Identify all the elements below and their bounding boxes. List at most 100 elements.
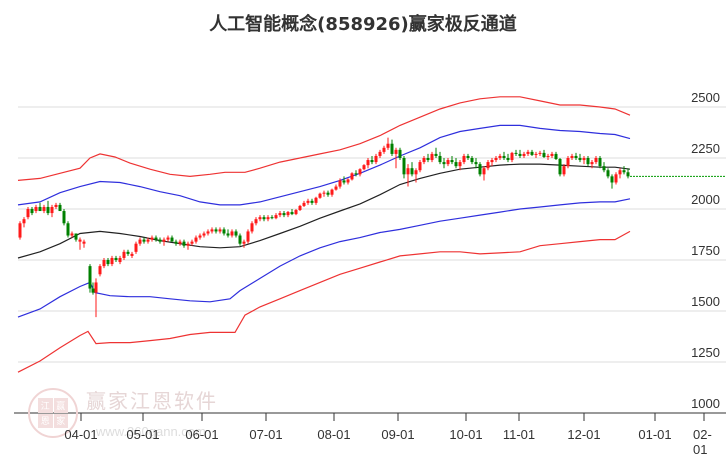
candle (186, 243, 190, 246)
candle (418, 162, 422, 171)
candle (88, 266, 92, 289)
candle (346, 179, 350, 183)
logo-char: 家 (53, 413, 68, 428)
candle (534, 153, 538, 155)
candle (50, 206, 54, 214)
candle (394, 149, 398, 154)
candle (26, 209, 30, 218)
candle (514, 152, 518, 154)
candle (230, 231, 234, 236)
candle (246, 231, 250, 242)
x-tick-label: 10-01 (449, 427, 483, 442)
x-tick-label: 12-01 (567, 427, 601, 442)
candle (58, 204, 62, 212)
candle (610, 176, 614, 183)
logo-char: 赢 (53, 398, 68, 413)
candle (614, 174, 618, 183)
candle (150, 237, 154, 240)
candle (526, 151, 530, 154)
candle (130, 253, 134, 256)
x-tick-label: 02-01 (693, 427, 712, 457)
logo-char: 江 (38, 398, 53, 413)
candle (486, 162, 490, 169)
candle (466, 155, 470, 158)
candle (118, 257, 122, 263)
candle (70, 233, 74, 236)
candle (370, 160, 374, 163)
candle (558, 159, 562, 175)
candle (242, 241, 246, 244)
candle (162, 239, 166, 242)
y-tick-label: 2000 (691, 192, 720, 207)
candle (298, 205, 302, 211)
candle (114, 257, 118, 260)
candle (194, 237, 198, 242)
inner-lower-line (17, 198, 631, 318)
candle (546, 155, 550, 157)
candle (510, 152, 514, 161)
candle (274, 215, 278, 219)
candle (362, 165, 366, 170)
candle (470, 158, 474, 163)
candle (506, 158, 510, 161)
candle (62, 211, 66, 224)
candle (378, 151, 382, 156)
candle (46, 206, 50, 214)
candle (590, 162, 594, 165)
candle (182, 241, 186, 246)
candle (38, 206, 42, 212)
candle (334, 186, 338, 190)
logo-char: 恩 (38, 413, 53, 428)
candle (338, 180, 342, 187)
candle (342, 180, 346, 183)
candle (354, 173, 358, 175)
candle (98, 266, 102, 275)
candle (214, 229, 218, 232)
candle (626, 172, 630, 177)
candle (578, 158, 582, 161)
y-tick-label: 1750 (691, 243, 720, 258)
candle (122, 251, 126, 258)
candle (314, 197, 318, 203)
candle (538, 152, 542, 154)
candle (474, 162, 478, 165)
outer-upper-line (17, 96, 631, 181)
candle (66, 223, 70, 236)
candle (198, 235, 202, 238)
candle (326, 192, 330, 195)
candle (158, 239, 162, 242)
candle (222, 229, 226, 234)
candle (330, 189, 334, 195)
x-tick-label: 07-01 (249, 427, 283, 442)
middle-line (17, 163, 631, 259)
candle (146, 239, 150, 242)
candle (106, 260, 110, 265)
candle (438, 155, 442, 163)
candlesticks (18, 137, 630, 318)
candle (482, 168, 486, 175)
candle (138, 239, 142, 244)
candle (254, 219, 258, 224)
candle (302, 202, 306, 206)
candle (434, 153, 438, 156)
candle (382, 147, 386, 152)
candle (518, 153, 522, 156)
candle (574, 155, 578, 158)
candle (602, 166, 606, 171)
candle (454, 162, 458, 167)
x-axis (14, 412, 726, 421)
candle (406, 168, 410, 175)
candle (166, 237, 170, 240)
watermark-url: www.360gann.com (96, 424, 206, 439)
candle (594, 158, 598, 163)
candle (386, 143, 390, 148)
candle (494, 158, 498, 161)
candle (306, 200, 310, 203)
candle (366, 160, 370, 166)
candle (566, 158, 570, 167)
candle (234, 231, 238, 236)
inner-upper-line (17, 124, 631, 206)
candle (350, 173, 354, 180)
candle (622, 170, 626, 173)
candle (22, 219, 26, 224)
